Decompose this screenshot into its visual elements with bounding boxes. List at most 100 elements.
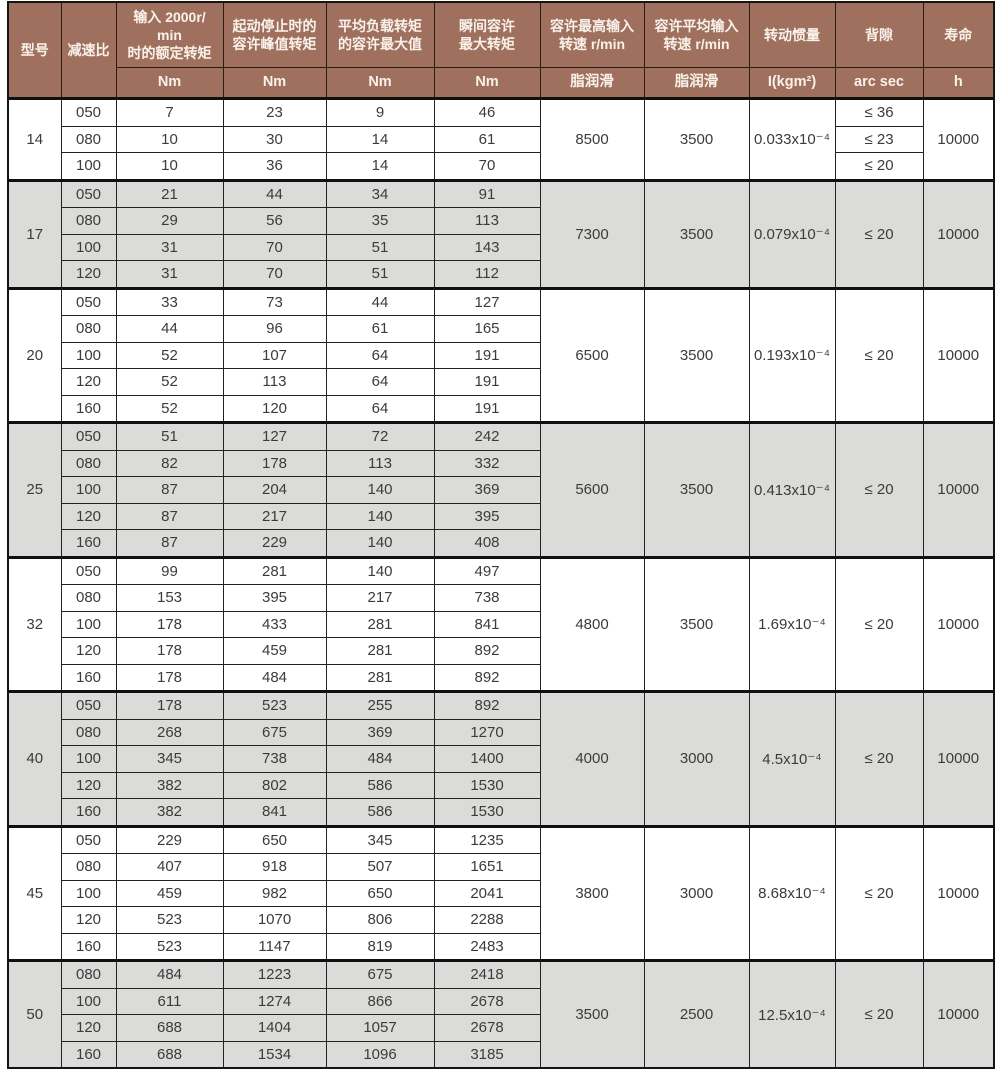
avg-input-speed-cell: 3500 <box>643 421 750 558</box>
life-cell: 10000 <box>922 959 995 1069</box>
ratio-cell: 160 <box>60 932 117 961</box>
table-row: 120 178 459 281 892 <box>8 637 994 665</box>
instant-torque-cell: 3185 <box>433 1040 541 1069</box>
instant-torque-cell: 1270 <box>433 718 541 746</box>
table-row: 17 050 21 44 34 91 7300 3500 0.079x10⁻⁴ ≤ 20 10000 <box>7 178 995 289</box>
life-cell: 10000 <box>922 824 995 961</box>
backlash-cell: ≤ 20 <box>834 286 924 423</box>
table-body: 14 050 7 23 9 46 8500 3500 0.033x10⁻⁴ ≤ 36 10000 08… <box>7 97 995 1069</box>
instant-torque-cell: 46 <box>433 97 541 127</box>
table-row: 080 44 96 61 165 <box>8 315 994 343</box>
header-col-peak-torque: 起动停止时的 容许峰值转矩 <box>222 1 327 68</box>
rated-torque-cell: 82 <box>115 449 224 477</box>
peak-torque-cell: 1404 <box>222 1014 327 1042</box>
ratio-cell: 050 <box>60 97 117 127</box>
peak-torque-cell: 204 <box>222 476 327 504</box>
rated-torque-cell: 178 <box>115 637 224 665</box>
peak-torque-cell: 459 <box>222 637 327 665</box>
rated-torque-cell: 52 <box>115 394 224 423</box>
ratio-cell: 100 <box>60 476 117 504</box>
inertia-cell: 1.69x10⁻⁴ <box>748 555 836 692</box>
backlash-cell: ≤ 36 <box>834 97 924 127</box>
rated-torque-cell: 523 <box>115 906 224 934</box>
table-row: 120 688 1404 1057 2678 <box>8 1014 994 1042</box>
avg-load-torque-cell: 345 <box>325 824 435 854</box>
avg-load-torque-cell: 586 <box>325 771 435 799</box>
avg-load-torque-cell: 51 <box>325 260 435 289</box>
table-row: 080 268 675 369 1270 <box>8 718 994 746</box>
table-row: 14 050 7 23 9 46 8500 3500 0.033x10⁻⁴ ≤ 36 10000 <box>7 97 995 181</box>
avg-load-torque-cell: 61 <box>325 315 435 343</box>
peak-torque-cell: 675 <box>222 718 327 746</box>
instant-torque-cell: 143 <box>433 233 541 261</box>
life-cell: 10000 <box>922 421 995 558</box>
header-col-inertia: 转动惯量 <box>748 1 836 68</box>
peak-torque-cell: 523 <box>222 690 327 720</box>
ratio-cell: 100 <box>60 610 117 638</box>
instant-torque-cell: 332 <box>433 449 541 477</box>
ratio-cell: 100 <box>60 879 117 907</box>
rated-torque-cell: 29 <box>115 207 224 235</box>
ratio-cell: 120 <box>60 906 117 934</box>
rated-torque-cell: 99 <box>115 555 224 585</box>
ratio-cell: 050 <box>60 421 117 451</box>
peak-torque-cell: 1070 <box>222 906 327 934</box>
instant-torque-cell: 2678 <box>433 1014 541 1042</box>
avg-load-torque-cell: 281 <box>325 637 435 665</box>
instant-torque-cell: 191 <box>433 341 541 369</box>
instant-torque-cell: 1651 <box>433 853 541 881</box>
rated-torque-cell: 87 <box>115 476 224 504</box>
table-row: 45 050 229 650 345 1235 3800 3000 8.68x10⁻⁴ ≤ 20 1… <box>7 824 995 961</box>
instant-torque-cell: 1530 <box>433 798 541 827</box>
inertia-cell: 0.079x10⁻⁴ <box>748 178 836 289</box>
instant-torque-cell: 113 <box>433 207 541 235</box>
avg-input-speed-cell: 3500 <box>643 97 750 181</box>
instant-torque-cell: 395 <box>433 502 541 530</box>
model-cell: 14 <box>7 97 62 181</box>
model-cell: 32 <box>7 555 62 692</box>
rated-torque-cell: 382 <box>115 771 224 799</box>
peak-torque-cell: 127 <box>222 421 327 451</box>
ratio-cell: 080 <box>60 449 117 477</box>
avg-load-torque-cell: 586 <box>325 798 435 827</box>
peak-torque-cell: 1223 <box>222 959 327 989</box>
inertia-cell: 0.193x10⁻⁴ <box>748 286 836 423</box>
backlash-cell: ≤ 20 <box>834 555 924 692</box>
table-row: 50 080 484 1223 675 2418 3500 2500 12.5x10⁻⁴ ≤ 20… <box>7 959 995 1069</box>
backlash-cell: ≤ 20 <box>834 178 924 289</box>
avg-input-speed-cell: 3000 <box>643 690 750 827</box>
ratio-cell: 120 <box>60 637 117 665</box>
avg-load-torque-cell: 140 <box>325 476 435 504</box>
instant-torque-cell: 2418 <box>433 959 541 989</box>
spec-sheet: 型号 减速比 输入 2000r/ min 时的额定转矩 起动停止时的 容许峰值转矩 平均… <box>7 1 995 1069</box>
avg-input-speed-cell: 3500 <box>643 178 750 289</box>
ratio-cell: 120 <box>60 1014 117 1042</box>
max-input-speed-cell: 8500 <box>539 97 645 181</box>
life-cell: 10000 <box>922 555 995 692</box>
model-cell: 40 <box>7 690 62 827</box>
ratio-cell: 100 <box>60 987 117 1015</box>
avg-load-torque-cell: 14 <box>325 125 435 153</box>
instant-torque-cell: 892 <box>433 690 541 720</box>
inertia-cell: 0.033x10⁻⁴ <box>748 97 836 181</box>
instant-torque-cell: 165 <box>433 315 541 343</box>
inertia-cell: 8.68x10⁻⁴ <box>748 824 836 961</box>
rated-torque-cell: 51 <box>115 421 224 451</box>
rated-torque-cell: 178 <box>115 663 224 692</box>
ratio-cell: 080 <box>60 125 117 153</box>
model-cell: 45 <box>7 824 62 961</box>
table-row: 160 382 841 586 1530 <box>8 798 994 827</box>
avg-load-torque-cell: 64 <box>325 341 435 369</box>
avg-load-torque-cell: 806 <box>325 906 435 934</box>
rated-torque-cell: 523 <box>115 932 224 961</box>
rated-torque-cell: 229 <box>115 824 224 854</box>
backlash-cell: ≤ 20 <box>834 421 924 558</box>
table-row: 20 050 33 73 44 127 6500 3500 0.193x10⁻⁴ ≤ 20 1000… <box>7 286 995 423</box>
header-unit: I(kgm²) <box>748 67 836 99</box>
table-row: 080 82 178 113 332 <box>8 449 994 477</box>
avg-input-speed-cell: 3500 <box>643 286 750 423</box>
instant-torque-cell: 1235 <box>433 824 541 854</box>
instant-torque-cell: 892 <box>433 637 541 665</box>
max-input-speed-cell: 3800 <box>539 824 645 961</box>
header-unit: 脂润滑 <box>643 67 750 99</box>
